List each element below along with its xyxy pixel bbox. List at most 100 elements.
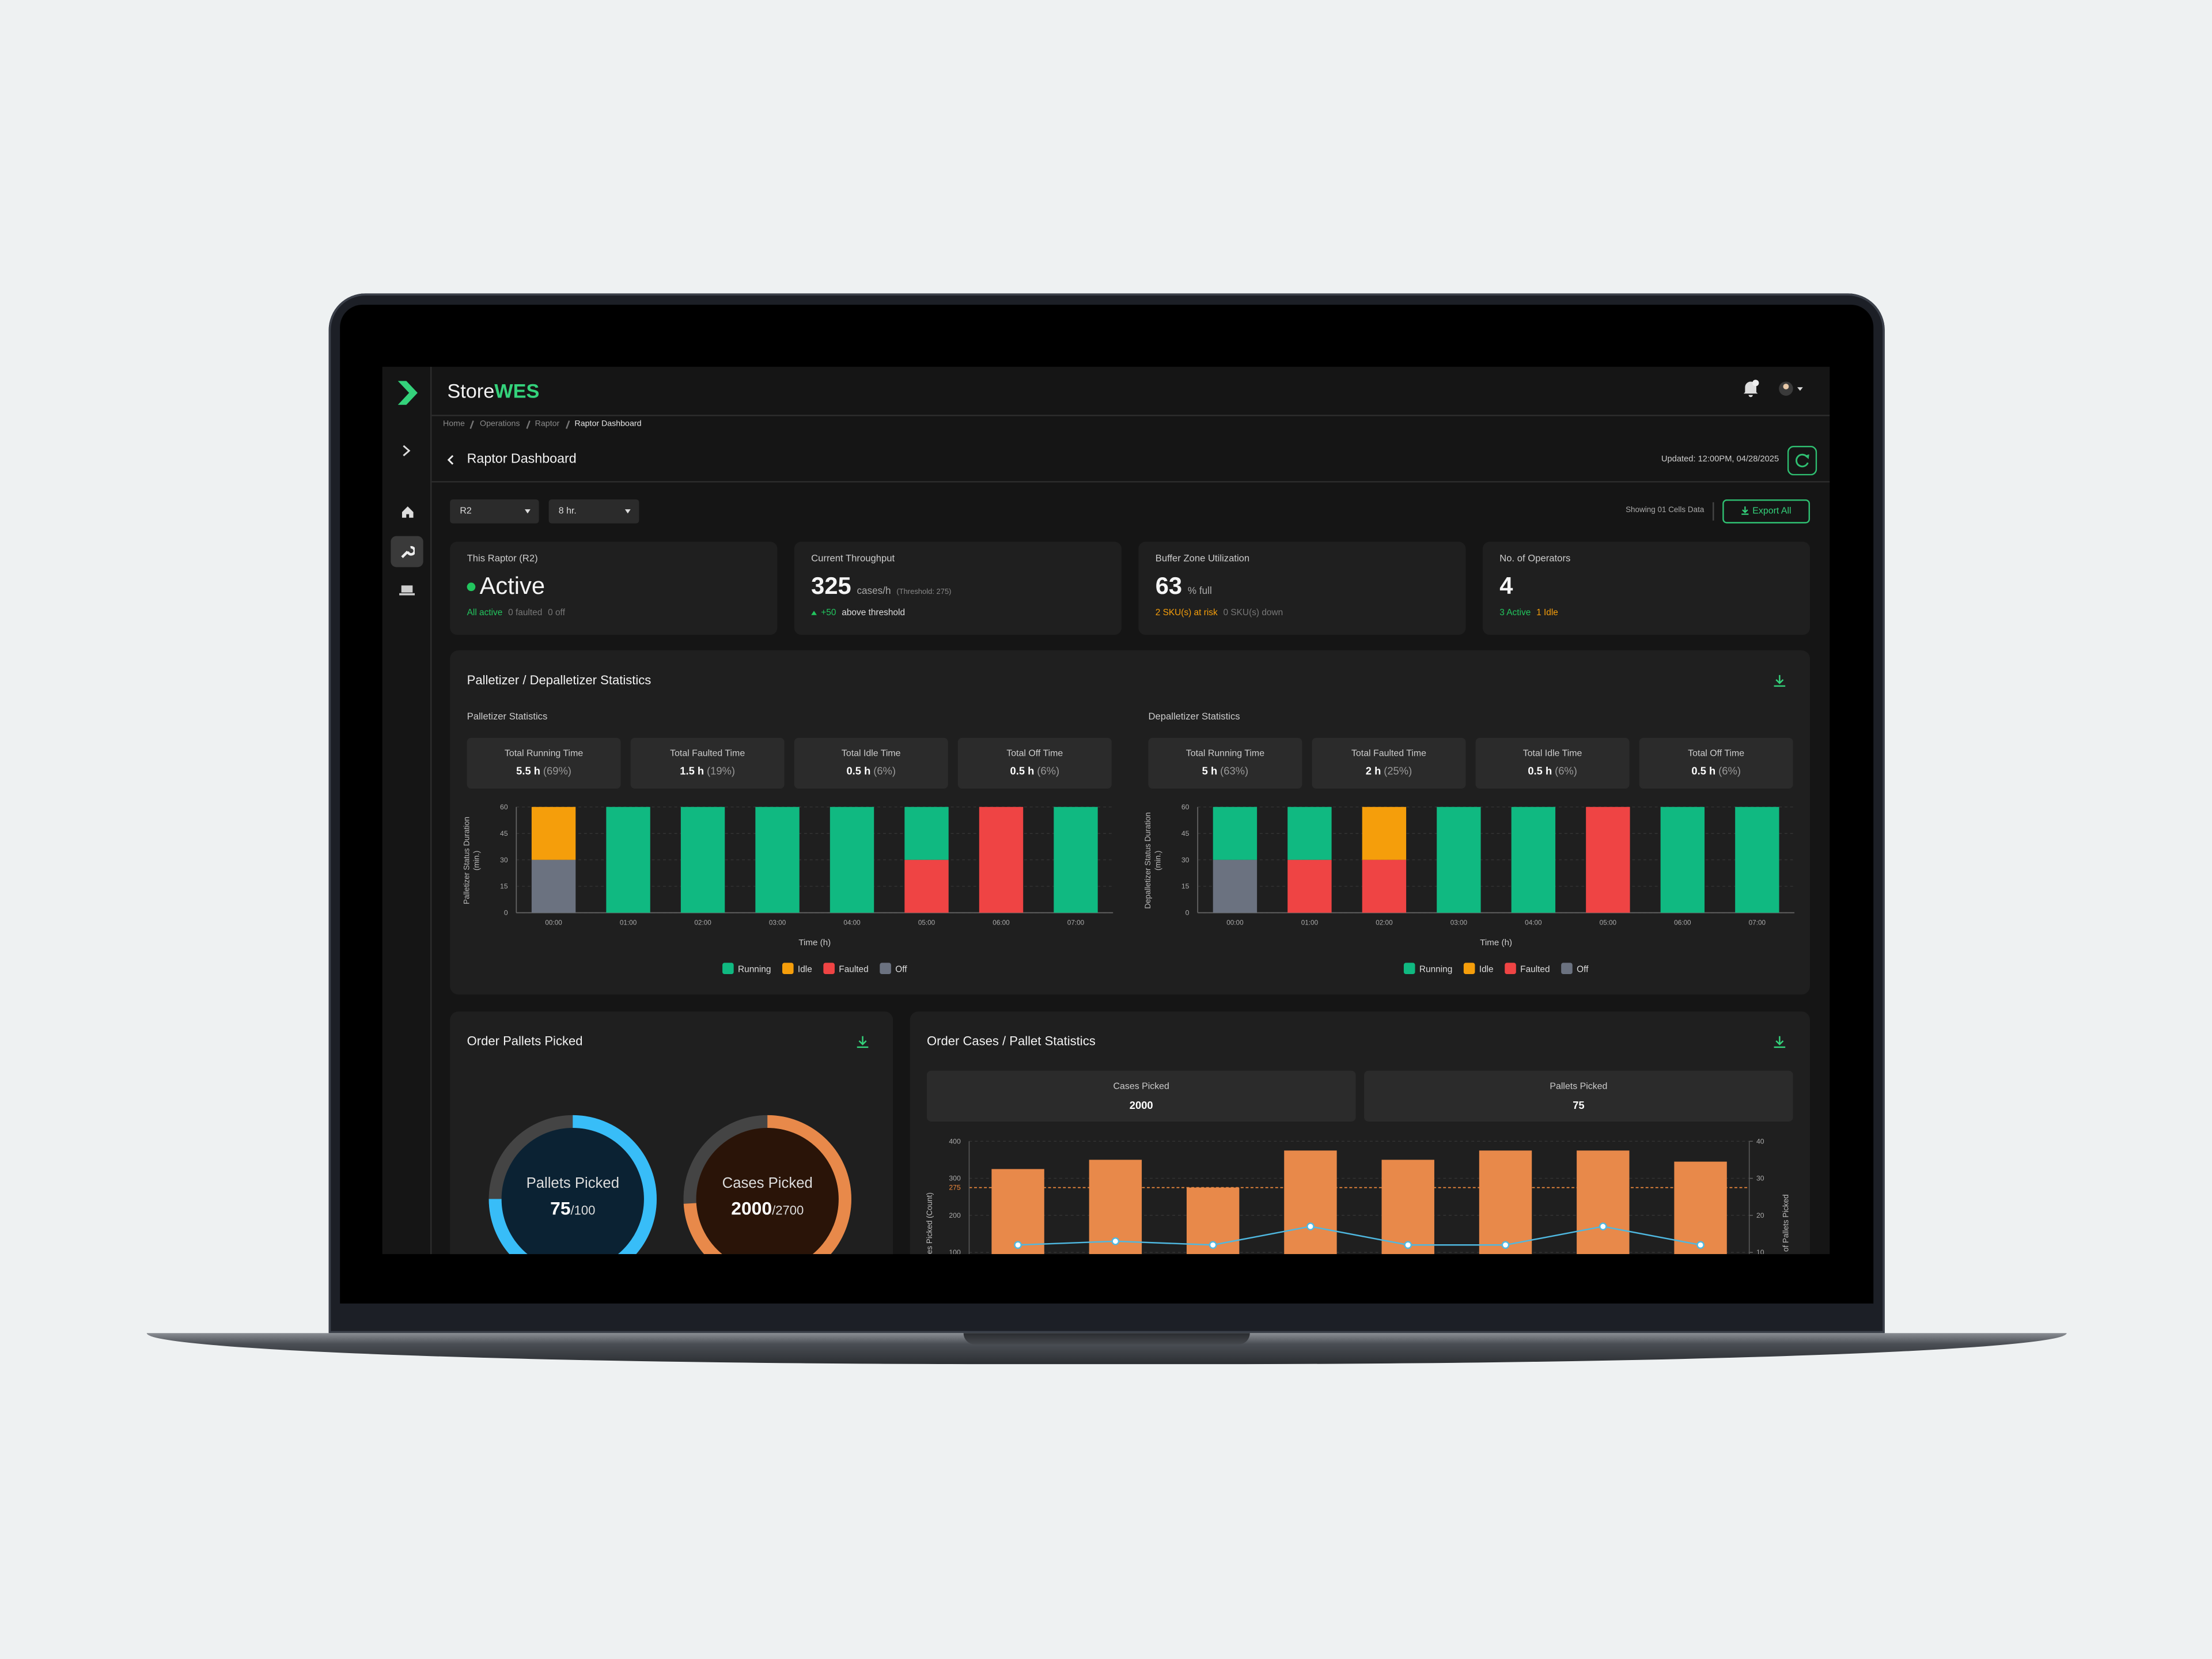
stat-label: Total Faulted Time bbox=[1351, 749, 1427, 759]
gauge-label: Cases Picked bbox=[722, 1175, 813, 1191]
logo[interactable] bbox=[397, 381, 418, 405]
legend-label: Off bbox=[895, 964, 907, 974]
line-point bbox=[1696, 1241, 1705, 1249]
bar-segment bbox=[1362, 806, 1407, 860]
bar-segment bbox=[1287, 806, 1332, 860]
bar bbox=[1577, 1150, 1630, 1255]
x-tick-label: 06:00 bbox=[993, 919, 1010, 926]
nav-devices[interactable] bbox=[399, 584, 415, 597]
kpi-value-row: 63 % full bbox=[1156, 573, 1212, 601]
stat-pct: (19%) bbox=[707, 764, 736, 778]
breadcrumb-item[interactable]: Home bbox=[442, 420, 465, 429]
stat-card: Pallets Picked 75 bbox=[1364, 1070, 1793, 1122]
stat-label: Total Idle Time bbox=[1522, 749, 1582, 759]
legend-swatch bbox=[782, 963, 794, 975]
kpi-subs: +50 above threshold bbox=[811, 608, 905, 618]
stat-value: 0.5 h bbox=[1528, 764, 1552, 778]
legend-label: Running bbox=[1419, 964, 1452, 974]
gauge-value: 2000/2700 bbox=[731, 1198, 804, 1219]
dashboard: StoreWES Home Operations Raptor Raptor Dash… bbox=[382, 366, 1830, 1255]
breadcrumb-item: Raptor Dashboard bbox=[574, 420, 642, 429]
y-tick-label: 300 bbox=[949, 1175, 961, 1183]
kpi-value: 63 bbox=[1155, 573, 1183, 600]
refresh-button[interactable] bbox=[1787, 445, 1817, 476]
y-tick-label: 45 bbox=[500, 830, 508, 838]
kpi-label: Buffer Zone Utilization bbox=[1155, 554, 1250, 565]
download-button[interactable] bbox=[1773, 675, 1786, 687]
stat-label: Cases Picked bbox=[1113, 1082, 1169, 1092]
x-tick-label: 03:00 bbox=[1450, 919, 1468, 926]
avatar-face bbox=[1783, 384, 1789, 389]
bar-segment bbox=[755, 806, 800, 913]
gauge-fill bbox=[695, 1127, 840, 1255]
y2-tick-label: 10 bbox=[1756, 1248, 1764, 1254]
x-tick-label: 04:00 bbox=[1525, 919, 1542, 926]
chevron bbox=[403, 445, 411, 457]
y-axis-label: Palletizer Status Duration (min.) bbox=[463, 816, 482, 904]
download-button[interactable] bbox=[1773, 1036, 1786, 1048]
legend-item: Running bbox=[1403, 963, 1452, 974]
breadcrumb-item[interactable]: Raptor bbox=[535, 420, 560, 429]
stat-label: Total Off Time bbox=[1688, 749, 1745, 759]
kpi-sub: 0 SKU(s) down bbox=[1223, 608, 1283, 618]
bar-segment bbox=[1511, 806, 1556, 913]
download-icon bbox=[1741, 505, 1749, 514]
legend-swatch bbox=[880, 963, 891, 975]
x-tick-label: 07:00 bbox=[1067, 919, 1085, 926]
nav-home[interactable] bbox=[401, 505, 415, 519]
icon-path bbox=[1741, 505, 1749, 514]
breadcrumb-item[interactable]: Operations bbox=[480, 420, 520, 429]
stat-value-row: 0.5 h (6%) bbox=[1476, 764, 1630, 777]
notifications[interactable] bbox=[1742, 380, 1759, 398]
kpi-label: Current Throughput bbox=[811, 554, 895, 565]
sidebar-expand[interactable] bbox=[401, 444, 412, 457]
x-tick-label: 04:00 bbox=[843, 919, 861, 926]
kpi-card: Current Throughput 325 cases/h (Threshold: … bbox=[794, 541, 1122, 635]
kpi-unit: cases/h bbox=[857, 586, 891, 597]
stat-label: Total Running Time bbox=[1185, 749, 1265, 759]
x-tick-label: 05:00 bbox=[1600, 919, 1617, 926]
bar-segment bbox=[1213, 859, 1257, 913]
title-divider bbox=[431, 481, 1830, 483]
export-button[interactable]: Export All bbox=[1722, 499, 1810, 524]
legend-item: Off bbox=[880, 963, 907, 974]
panel-title: Order Pallets Picked bbox=[467, 1034, 583, 1048]
bar bbox=[1479, 1150, 1532, 1255]
x-tick-label: 06:00 bbox=[1674, 919, 1691, 926]
stat-pct: (63%) bbox=[1220, 764, 1249, 778]
section-title: Depalletizer Statistics bbox=[1148, 712, 1240, 722]
kpi-value-row: 325 cases/h (Threshold: 275) bbox=[811, 573, 951, 601]
y2-tick-label: 30 bbox=[1756, 1175, 1764, 1183]
export-label: Export All bbox=[1752, 506, 1791, 517]
x-tick-label: 07:00 bbox=[1749, 919, 1766, 926]
stat-value-row: 0.5 h (6%) bbox=[958, 764, 1112, 777]
select-value: R2 bbox=[460, 506, 472, 517]
x-tick-label: 02:00 bbox=[694, 919, 711, 926]
stat-value-row: 0.5 h (6%) bbox=[794, 764, 948, 777]
kpi-note: (Threshold: 275) bbox=[896, 588, 952, 597]
user-menu[interactable] bbox=[1776, 380, 1807, 398]
kpi-sub: All active bbox=[467, 608, 503, 618]
back-button[interactable] bbox=[446, 454, 456, 466]
bar-segment bbox=[1213, 806, 1257, 860]
nav-tools[interactable] bbox=[399, 544, 415, 560]
monitor-icon bbox=[401, 585, 413, 593]
stat-card: Total Idle Time 0.5 h (6%) bbox=[794, 737, 948, 789]
gauge-fill bbox=[501, 1127, 645, 1255]
kpi-label: This Raptor (R2) bbox=[467, 554, 538, 565]
gauge-current: 75 bbox=[550, 1198, 570, 1219]
kpi-subs: 3 Active 1 Idle bbox=[1499, 608, 1558, 618]
x-tick-label: 01:00 bbox=[620, 919, 637, 926]
bar-segment bbox=[904, 859, 949, 913]
stat-label: Total Running Time bbox=[504, 749, 584, 759]
stat-label: Total Idle Time bbox=[841, 749, 901, 759]
raptor-select[interactable]: R2 bbox=[450, 499, 539, 524]
download-button[interactable] bbox=[857, 1036, 869, 1048]
stat-label: Total Faulted Time bbox=[670, 749, 745, 759]
range-select[interactable]: 8 hr. bbox=[548, 499, 639, 524]
wrench-icon bbox=[401, 546, 415, 558]
legend-item: Idle bbox=[1463, 963, 1494, 974]
y2-tick-label: 20 bbox=[1756, 1211, 1764, 1219]
legend-item: Idle bbox=[782, 963, 812, 974]
bar bbox=[1284, 1150, 1337, 1255]
